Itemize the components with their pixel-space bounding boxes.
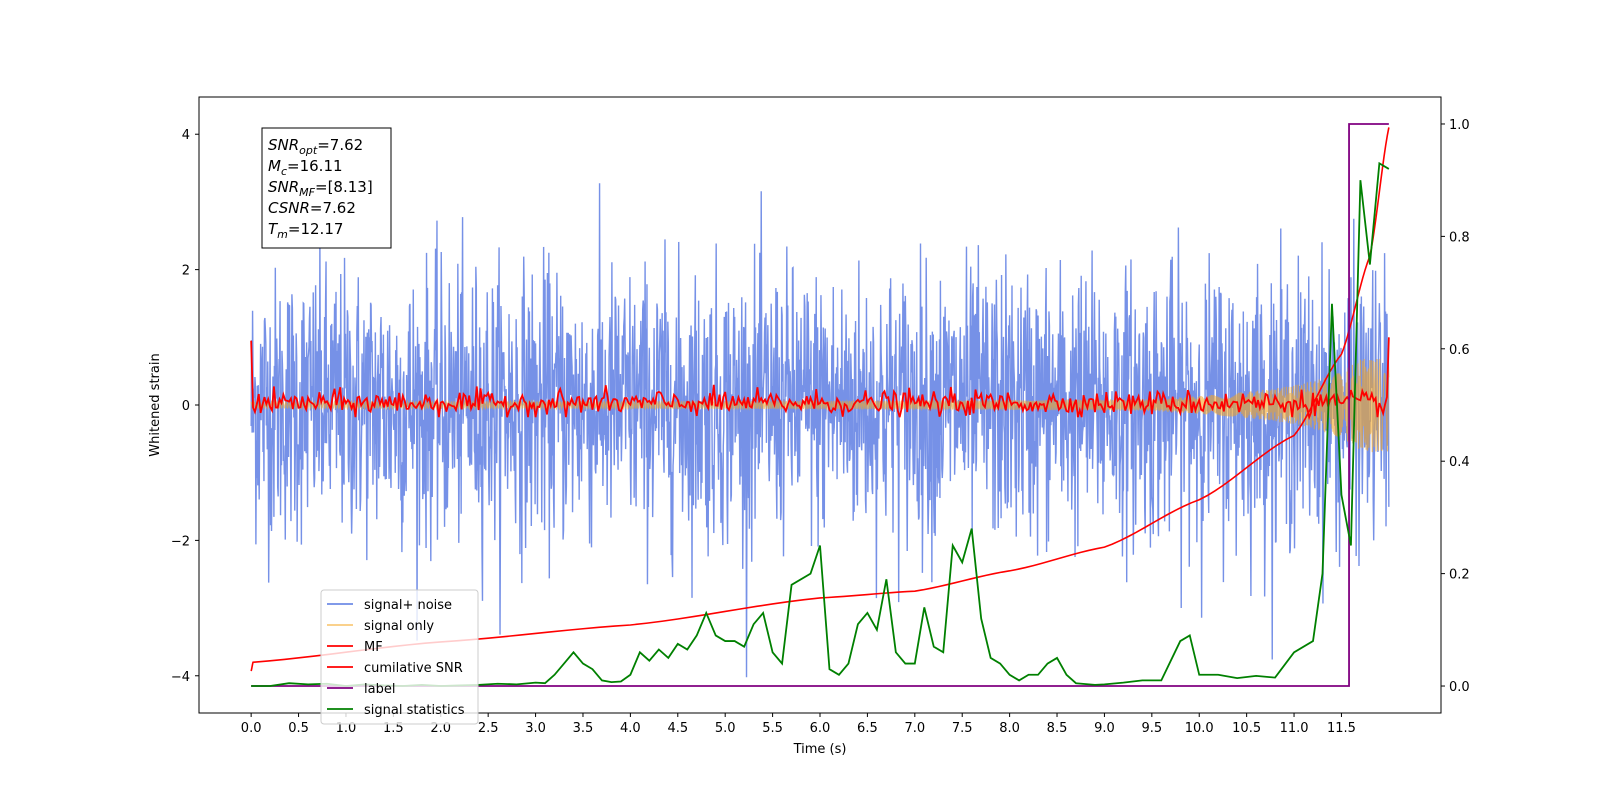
- y-left-tick-label: −2: [171, 534, 190, 549]
- annotation-line: Tm=12.17: [268, 220, 343, 241]
- annotation-line: Mc=16.11: [268, 157, 343, 178]
- y-right-tick-label: 0.8: [1449, 230, 1470, 245]
- y-right-tick-label: 0.6: [1449, 343, 1470, 358]
- y-right-tick-label: 0.2: [1449, 568, 1470, 583]
- x-tick-label: 5.5: [762, 721, 783, 736]
- x-tick-label: 11.0: [1280, 721, 1309, 736]
- x-tick-label: 2.5: [478, 721, 499, 736]
- y-axis-label: Whitened strain: [148, 353, 163, 456]
- legend-entry: signal statistics: [364, 703, 465, 718]
- x-tick-label: 6.0: [810, 721, 831, 736]
- legend-entry: label: [364, 682, 395, 697]
- legend-entry: MF: [364, 640, 383, 655]
- legend-entry: cumilative SNR: [364, 661, 463, 676]
- x-tick-label: 8.5: [1047, 721, 1068, 736]
- x-tick-label: 10.5: [1232, 721, 1261, 736]
- y-left-tick-label: 2: [182, 264, 190, 279]
- x-tick-label: 1.5: [383, 721, 404, 736]
- x-tick-label: 2.0: [430, 721, 451, 736]
- annotation-line: SNRopt=7.62: [268, 136, 363, 157]
- x-axis-label: Time (s): [793, 742, 847, 757]
- legend-entry: signal+ noise: [364, 598, 452, 613]
- x-tick-label: 3.5: [573, 721, 594, 736]
- x-tick-label: 7.5: [952, 721, 973, 736]
- legend[interactable]: signal+ noise signal only MF cumilative SNR…: [320, 589, 479, 725]
- annotation-line: CSNR=7.62: [268, 199, 356, 217]
- x-tick-label: 4.5: [667, 721, 688, 736]
- annotation-box: SNRopt=7.62Mc=16.11SNRMF=[8.13]CSNR=7.62…: [261, 127, 392, 249]
- x-axis: 0.0 0.5 1.0 1.5 2.0 2.5 3.0 3.5 4.0 4.5 5.0 5.5 6.0 6…: [241, 713, 1356, 736]
- series-signal-statistics: [251, 161, 1390, 687]
- x-tick-label: 8.0: [999, 721, 1020, 736]
- series-mf: [250, 337, 1390, 421]
- y-left-tick-label: 4: [182, 128, 190, 143]
- x-tick-label: 0.0: [241, 721, 262, 736]
- x-tick-label: 1.0: [336, 721, 357, 736]
- x-tick-label: 7.0: [904, 721, 925, 736]
- y-right-tick-label: 1.0: [1449, 118, 1470, 133]
- series-label: [251, 123, 1389, 687]
- x-tick-label: 9.0: [1094, 721, 1115, 736]
- x-tick-label: 3.0: [525, 721, 546, 736]
- x-tick-label: 0.5: [288, 721, 309, 736]
- y-right-tick-label: 0.4: [1449, 455, 1470, 470]
- x-tick-label: 4.0: [620, 721, 641, 736]
- x-tick-label: 10.0: [1185, 721, 1214, 736]
- x-tick-label: 11.5: [1327, 721, 1356, 736]
- y-axis-left: −4 −2 0 2 4: [171, 128, 199, 685]
- annotation-line: SNRMF=[8.13]: [268, 178, 373, 199]
- legend-frame: [320, 589, 479, 725]
- y-left-tick-label: −4: [171, 670, 190, 685]
- x-tick-label: 6.5: [857, 721, 878, 736]
- x-tick-label: 5.0: [715, 721, 736, 736]
- y-axis-right: 0.0 0.2 0.4 0.6 0.8 1.0: [1441, 118, 1470, 695]
- legend-entry: signal only: [364, 619, 434, 634]
- y-right-tick-label: 0.0: [1449, 680, 1470, 695]
- y-left-tick-label: 0: [182, 399, 190, 414]
- x-tick-label: 9.5: [1141, 721, 1162, 736]
- annotation-frame: [261, 127, 392, 249]
